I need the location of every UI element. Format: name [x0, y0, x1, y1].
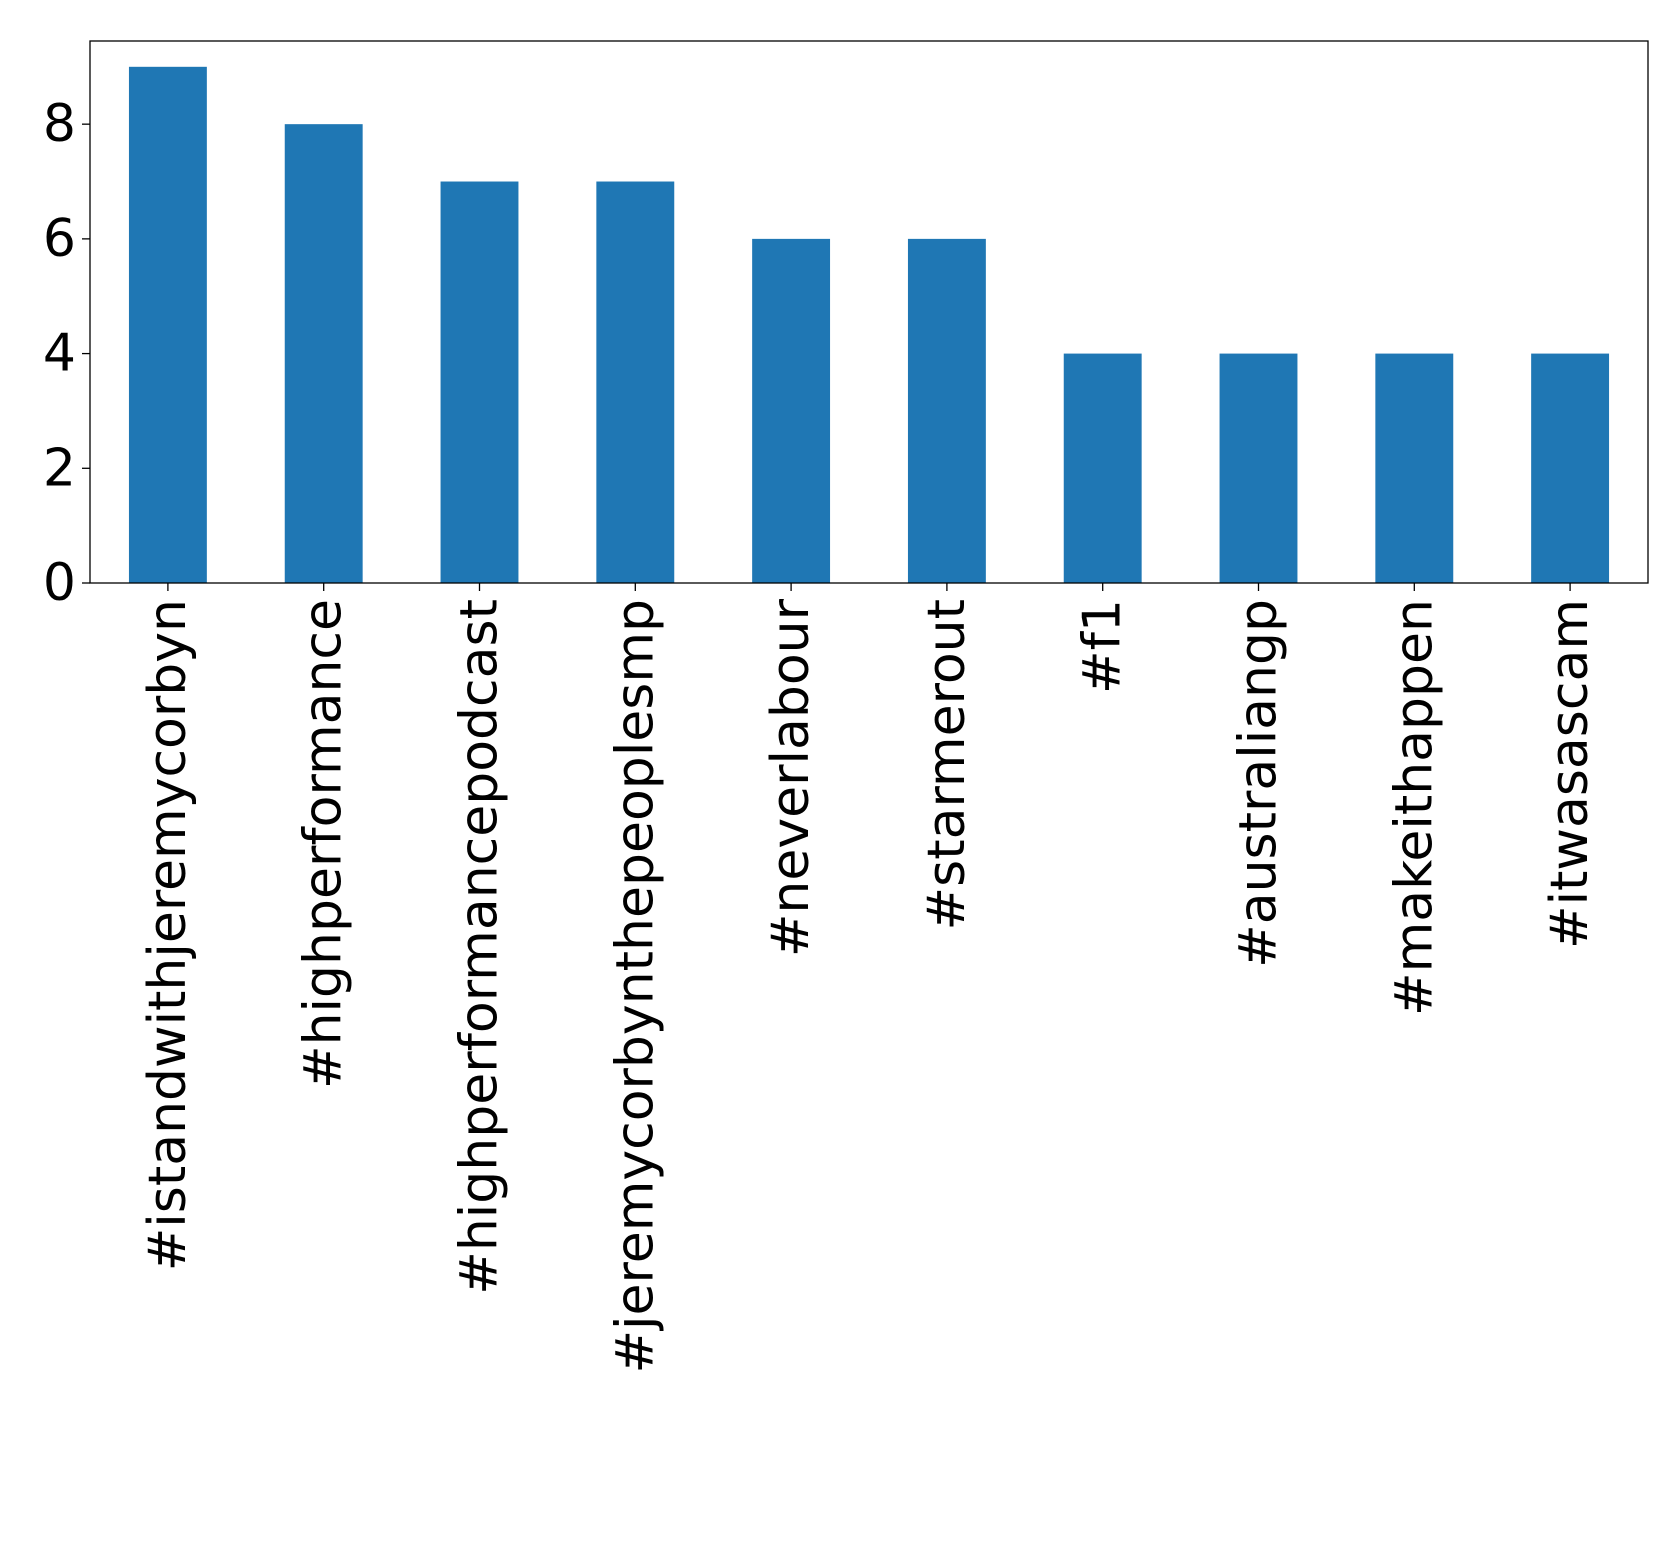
bars-layer — [128, 66, 1610, 584]
x-tick-label-neverlabour: #neverlabour — [761, 598, 821, 957]
x-tick-label-highperformance: #highperformance — [294, 599, 354, 1089]
bar-highperformance — [284, 124, 363, 583]
x-tick-label-istandwithjeremycorbyn: #istandwithjeremycorbyn — [138, 599, 198, 1271]
plot-frame — [89, 40, 1649, 584]
y-tick-label-8: 8 — [43, 94, 76, 154]
bar-makeithappen — [1375, 353, 1454, 583]
x-tick-label-makeithappen: #makeithappen — [1384, 599, 1444, 1016]
bar-f1 — [1063, 353, 1142, 583]
y-tick-label-4: 4 — [43, 324, 76, 384]
bar-australiangp — [1219, 353, 1298, 583]
x-tick-label-australiangp: #australiangp — [1229, 599, 1289, 968]
bar-highperformancepodcast — [440, 181, 519, 583]
x-tick-label-starmerout: #starmerout — [917, 599, 977, 930]
x-tick-label-highperformancepodcast: #highperformancepodcast — [450, 599, 510, 1295]
y-tick-label-2: 2 — [43, 438, 76, 498]
bar-jeremycorbynthepeoplesmp — [596, 181, 675, 583]
y-tick-label-6: 6 — [43, 209, 76, 269]
x-tick-label-jeremycorbynthepeoplesmp: #jeremycorbynthepeoplesmp — [605, 599, 665, 1374]
x-tick-label-itwasascam: #itwasascam — [1540, 599, 1600, 949]
y-axis: 0 2 4 6 8 — [43, 94, 90, 613]
x-axis: #istandwithjeremycorbyn #highperformance #… — [138, 583, 1600, 1374]
bar-starmerout — [907, 238, 986, 583]
bar-itwasascam — [1531, 353, 1610, 583]
x-tick-label-f1: #f1 — [1073, 599, 1133, 694]
bar-istandwithjeremycorbyn — [128, 66, 207, 584]
bar-neverlabour — [752, 238, 831, 583]
y-tick-label-0: 0 — [43, 553, 76, 613]
